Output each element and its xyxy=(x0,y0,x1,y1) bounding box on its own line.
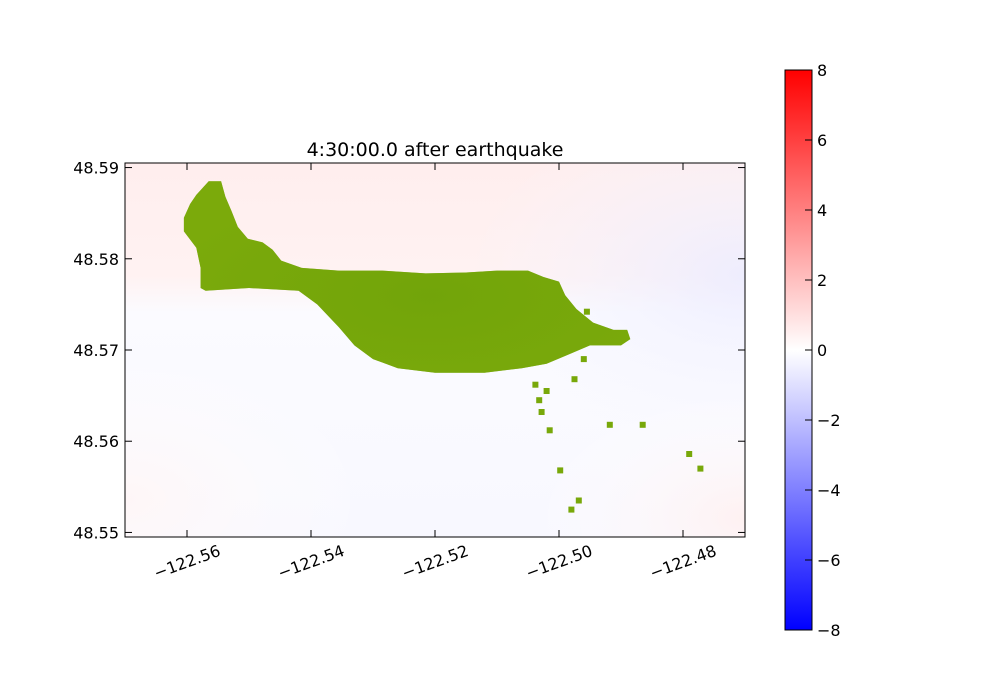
land-speck xyxy=(697,465,704,472)
colorbar-tick-label: 0 xyxy=(817,341,827,360)
x-tick-label: −122.52 xyxy=(399,541,471,583)
colorbar-tick-label: −8 xyxy=(817,621,841,640)
x-tick-label: −122.54 xyxy=(275,541,347,583)
x-tick-label: −122.48 xyxy=(647,541,719,583)
y-tick-label: 48.59 xyxy=(73,159,119,178)
land-speck xyxy=(639,421,646,428)
colorbar-ticks: −8 −6 −4 −2 0 2 4 6 8 xyxy=(805,61,841,640)
land-speck xyxy=(546,427,553,434)
land-speck xyxy=(583,308,590,315)
y-tick-label: 48.55 xyxy=(73,523,119,542)
x-tick-label: −122.50 xyxy=(523,541,595,583)
land-speck xyxy=(532,381,539,388)
y-axis: 48.55 48.56 48.57 48.58 48.59 xyxy=(73,159,745,542)
land-speck xyxy=(557,467,564,474)
land-mass-shading xyxy=(183,181,631,373)
y-tick-label: 48.58 xyxy=(73,250,119,269)
colorbar-tick-label: −2 xyxy=(817,411,841,430)
x-tick-label: −122.56 xyxy=(151,541,223,583)
colorbar-tick-label: 6 xyxy=(817,131,827,150)
y-tick-label: 48.56 xyxy=(73,432,119,451)
land-speck xyxy=(686,451,693,457)
colorbar-tick-label: 2 xyxy=(817,271,827,290)
land-speck xyxy=(568,506,575,513)
land-speck xyxy=(536,397,543,404)
land-speck xyxy=(606,421,613,428)
plot-area xyxy=(124,162,746,538)
land-speck xyxy=(575,497,582,504)
colorbar-tick-label: 8 xyxy=(817,61,827,80)
land-speck xyxy=(580,356,587,363)
land-speck xyxy=(543,388,550,394)
colorbar-tick-label: 4 xyxy=(817,201,827,220)
land-speck xyxy=(571,376,578,383)
land-layer xyxy=(183,181,704,513)
land-speck xyxy=(538,409,545,415)
colorbar: −8 −6 −4 −2 0 2 4 6 8 xyxy=(784,61,841,640)
colorbar-tick-label: −6 xyxy=(817,551,841,570)
y-tick-label: 48.57 xyxy=(73,341,119,360)
colorbar-tick-label: −4 xyxy=(817,481,841,500)
chart-title: 4:30:00.0 after earthquake xyxy=(307,139,564,161)
